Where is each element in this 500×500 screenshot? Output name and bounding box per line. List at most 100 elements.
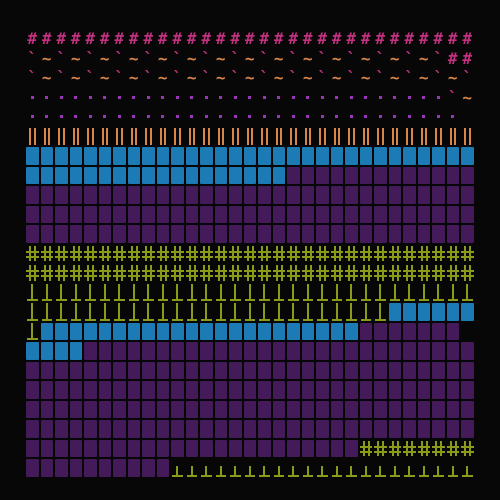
post-bar [186,318,197,321]
map-tile-tile [214,166,229,186]
fence-bar [287,255,300,258]
map-tile-fence [112,263,127,283]
fence-bar [121,265,123,281]
fence-bar [150,245,152,261]
map-tile-tile [214,419,229,439]
map-tile-tile [54,380,69,400]
map-tile-tile [54,185,69,205]
dot-mark [306,115,309,118]
pillar-bar [193,127,195,145]
map-tile-glyph: ` [230,68,241,87]
tile-fill [330,400,343,418]
map-tile-dot [83,88,98,108]
map-tile-fence [417,263,432,283]
map-tile-tile [388,302,403,322]
map-tile-glyph: ~ [41,48,52,68]
map-tile-tile [373,361,388,381]
fence-bar [55,250,68,253]
fence-bar [417,270,430,272]
map-tile-tile [272,419,287,439]
post-bar [273,318,284,321]
map-tile-glyph: ` [27,48,38,68]
fence-bar [130,245,133,261]
map-tile-tile [185,380,200,400]
fence-bar [171,250,184,253]
map-tile-tile [301,439,316,459]
fence-bar [188,265,191,281]
tile-fill [446,225,459,243]
post-bar [302,474,313,477]
map-tile-glyph: # [157,29,168,48]
fence-bar [403,255,416,258]
tile-fill [417,186,430,204]
post-bar [433,299,444,301]
map-tile-dot [272,107,287,127]
tile-fill [345,342,358,360]
map-tile-fence [460,439,475,459]
fence-bar [417,450,430,453]
map-tile-tile [228,400,243,420]
tile-fill [26,166,39,184]
tile-fill [330,166,343,184]
post-bar [172,474,183,477]
map-tile-dot [388,88,403,108]
map-tile-glyph: # [215,29,226,48]
tile-fill [345,420,358,438]
tile-fill [374,342,387,360]
map-tile-dot [141,107,156,127]
post-bar [404,299,415,301]
map-tile-tile [170,400,185,420]
pillar-bar [381,127,384,145]
tile-fill [446,342,459,360]
map-tile-fence [141,263,156,283]
map-tile-tile [40,205,55,225]
fence-bar [208,265,210,281]
tile-fill [214,361,227,379]
map-tile-dot [112,107,127,127]
tile-fill [243,420,256,438]
map-tile-fence [330,244,345,264]
map-tile-tile [141,205,156,225]
tile-fill [185,147,198,165]
post-bar [230,474,241,477]
post-bar [408,466,410,476]
tile-fill [229,322,242,340]
map-tile-stake [185,458,200,478]
map-tile-pillar [257,127,272,147]
fence-bar [34,265,36,281]
post-bar [161,303,164,320]
tile-fill [272,186,285,204]
post-bar [389,299,400,301]
map-tile-tile [25,419,40,439]
map-tile-glyph: # [288,29,299,48]
tile-fill [171,225,184,243]
map-tile-tile [272,361,287,381]
dot-mark [277,95,280,99]
tile-fill [229,342,242,360]
tile-fill [229,186,242,204]
map-tile-post [98,302,113,322]
tile-fill [330,381,343,399]
tile-fill [98,361,111,379]
post-bar [277,283,280,300]
fence-bar [222,265,225,281]
map-tile-glyph: # [462,48,473,68]
fence-bar [84,255,97,258]
tile-fill [461,166,474,184]
tile-fill [142,186,155,204]
map-tile-dot [359,88,374,108]
map-tile-tile [69,146,84,166]
tile-fill [26,420,39,438]
map-tile-stake [170,458,185,478]
map-tile-dot [243,88,258,108]
fence-bar [333,265,336,281]
map-tile-glyph: ` [201,68,212,87]
tile-fill [374,400,387,418]
post-bar [85,299,96,301]
map-tile-tile [446,166,461,186]
tile-fill [127,439,140,457]
post-bar [422,283,425,300]
map-tile-tile [330,439,345,459]
pillar-bar [439,127,442,145]
tile-fill [345,225,358,243]
